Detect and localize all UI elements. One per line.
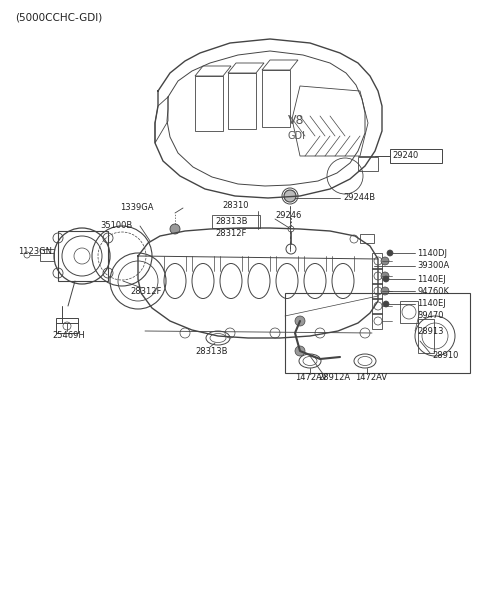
- Text: 25469H: 25469H: [52, 332, 85, 340]
- Circle shape: [295, 346, 305, 356]
- Text: 1472AV: 1472AV: [295, 374, 327, 382]
- Text: 28912A: 28912A: [318, 374, 350, 382]
- Text: 29244B: 29244B: [343, 193, 375, 203]
- Text: 1140EJ: 1140EJ: [417, 274, 446, 284]
- Text: 28313B: 28313B: [215, 216, 248, 226]
- Text: 1140DJ: 1140DJ: [417, 248, 447, 258]
- Text: 29240: 29240: [392, 151, 418, 161]
- Text: 29246: 29246: [275, 212, 301, 220]
- Bar: [58, 231, 108, 281]
- Bar: [372, 298, 382, 314]
- Text: GDI: GDI: [287, 131, 305, 141]
- Circle shape: [284, 190, 296, 202]
- Bar: [40, 249, 54, 261]
- Text: 39470: 39470: [417, 311, 444, 320]
- Bar: [56, 318, 78, 333]
- Bar: [400, 301, 418, 323]
- Text: 94760K: 94760K: [417, 287, 449, 296]
- Text: 28910: 28910: [432, 352, 458, 361]
- Text: (5000CCHC-GDI): (5000CCHC-GDI): [15, 13, 102, 23]
- Text: 1339GA: 1339GA: [120, 203, 154, 213]
- Text: 28310: 28310: [222, 202, 249, 210]
- Text: 1123GN: 1123GN: [18, 246, 52, 255]
- Circle shape: [383, 301, 389, 307]
- Circle shape: [383, 276, 389, 282]
- Text: 39300A: 39300A: [417, 261, 449, 271]
- Circle shape: [295, 316, 305, 326]
- Text: 1140EJ: 1140EJ: [417, 300, 446, 309]
- Text: 28312F: 28312F: [215, 229, 246, 239]
- Bar: [372, 253, 382, 269]
- Text: 28312F: 28312F: [130, 287, 161, 296]
- Text: 1472AV: 1472AV: [355, 374, 387, 382]
- Bar: [372, 268, 382, 284]
- Bar: [372, 313, 382, 329]
- Text: 35100B: 35100B: [100, 222, 132, 230]
- Circle shape: [381, 257, 389, 265]
- Bar: [418, 319, 434, 353]
- Bar: [212, 215, 260, 228]
- Bar: [360, 234, 374, 243]
- Bar: [390, 149, 442, 163]
- Circle shape: [381, 272, 389, 280]
- Bar: [285, 293, 470, 373]
- Bar: [358, 157, 378, 171]
- Circle shape: [170, 224, 180, 234]
- Circle shape: [387, 250, 393, 256]
- Bar: [372, 283, 382, 299]
- Text: 28313B: 28313B: [195, 346, 228, 356]
- Text: 28913: 28913: [417, 326, 444, 336]
- Text: V8: V8: [288, 115, 304, 128]
- Circle shape: [381, 287, 389, 295]
